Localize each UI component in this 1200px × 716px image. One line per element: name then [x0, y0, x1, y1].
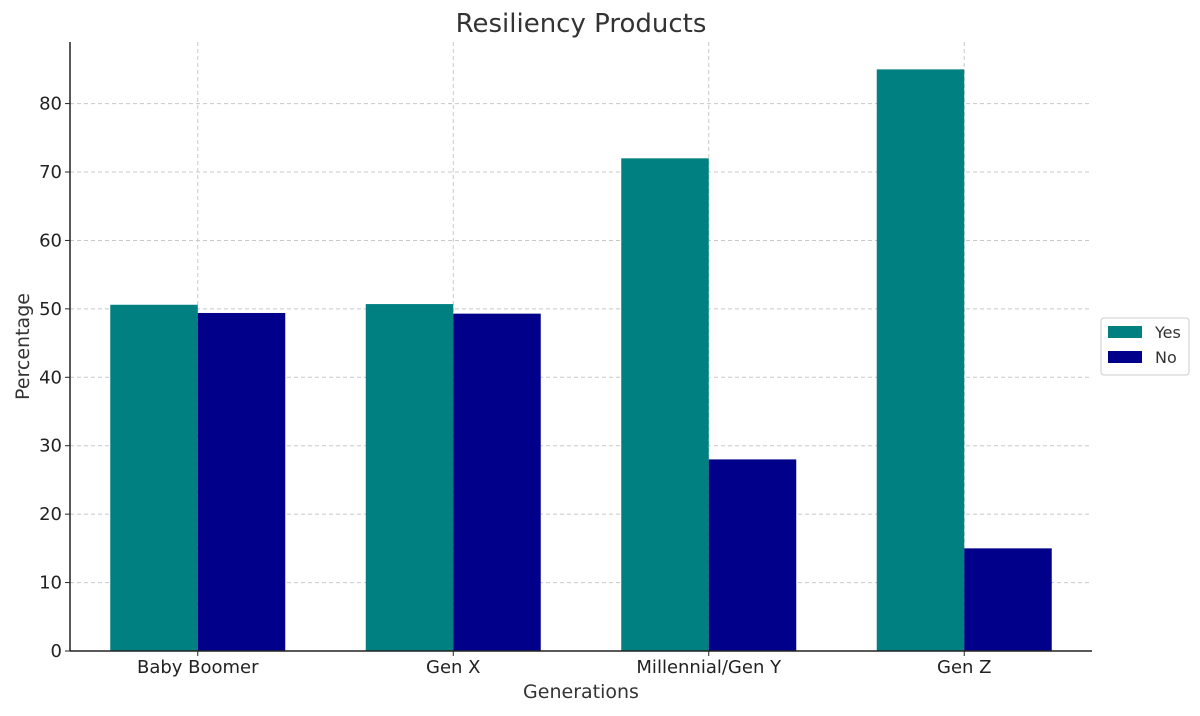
y-tick-label: 70	[39, 162, 62, 183]
y-tick-label: 40	[39, 367, 62, 388]
x-tick-label: Millennial/Gen Y	[636, 657, 782, 678]
chart-title: Resiliency Products	[456, 9, 707, 39]
bar-no-3	[964, 548, 1052, 651]
legend: Yes No	[1100, 317, 1190, 376]
bar-yes-3	[876, 69, 965, 651]
y-tick-label: 50	[39, 299, 62, 320]
legend-label-yes: Yes	[1154, 323, 1181, 342]
y-tick-label: 20	[39, 504, 62, 525]
bar-yes-0	[110, 304, 198, 651]
bar-yes-1	[365, 304, 454, 651]
y-tick-label: 10	[39, 573, 62, 594]
bar-yes-2	[621, 158, 709, 651]
y-tick-label: 80	[39, 94, 62, 115]
legend-swatch-no	[1108, 351, 1142, 363]
bars	[110, 69, 1052, 651]
x-tick-label: Gen Z	[937, 657, 991, 678]
y-axis-title: Percentage	[12, 293, 34, 400]
y-tick-label: 60	[39, 230, 62, 251]
legend-swatch-yes	[1108, 326, 1142, 338]
axes	[69, 42, 1092, 652]
ticks: 0 10 20 30 40 50 60 70 80 Baby Boomer Gen X Millenn…	[39, 94, 991, 678]
x-tick-label: Baby Boomer	[137, 657, 259, 678]
bar-no-1	[453, 313, 541, 651]
legend-label-no: No	[1155, 348, 1177, 367]
x-tick-label: Gen X	[426, 657, 480, 678]
x-axis-title: Generations	[523, 681, 639, 703]
y-tick-label: 0	[51, 641, 62, 662]
bar-no-2	[708, 459, 797, 651]
y-tick-label: 30	[39, 436, 62, 457]
bar-no-0	[197, 312, 286, 651]
